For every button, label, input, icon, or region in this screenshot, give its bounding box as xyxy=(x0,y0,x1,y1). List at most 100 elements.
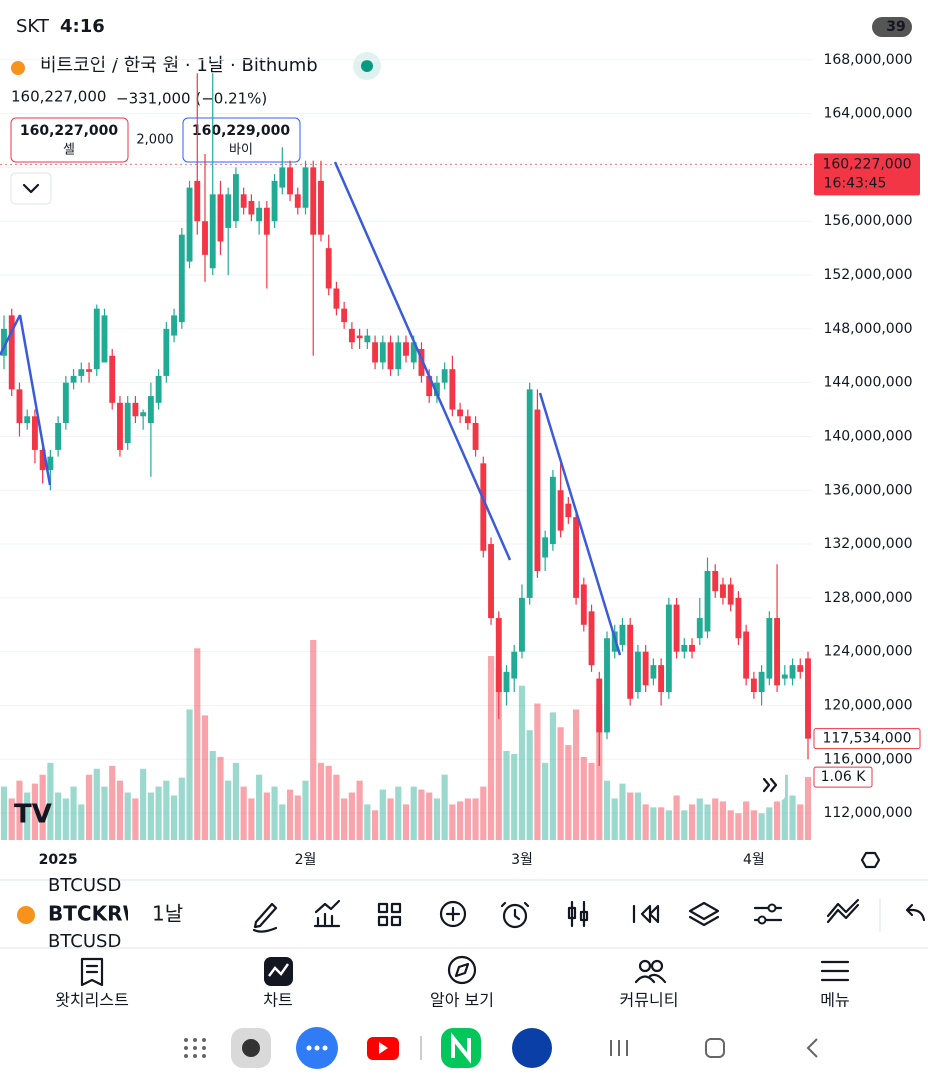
trend-line xyxy=(333,161,512,561)
candle-body xyxy=(781,674,788,679)
recents[interactable] xyxy=(610,1040,628,1056)
templates-icon[interactable] xyxy=(377,902,402,927)
candle-body xyxy=(673,604,680,652)
volume-bar xyxy=(310,640,317,840)
nav-label[interactable]: 차트 xyxy=(263,991,292,1010)
candle-body xyxy=(86,369,92,372)
volume-bar xyxy=(147,792,154,840)
apps-icon[interactable] xyxy=(184,1038,206,1058)
community-icon[interactable] xyxy=(638,959,652,973)
candle-body xyxy=(364,335,371,343)
y-tick-label: 144,000,000 xyxy=(823,375,912,391)
explore-icon[interactable] xyxy=(447,955,477,985)
volume-bar xyxy=(194,648,201,840)
replay-icon[interactable] xyxy=(632,904,660,924)
volume-bar xyxy=(596,703,603,840)
sell-label: 셀 xyxy=(63,143,75,158)
volume-bar xyxy=(472,798,479,840)
nav-label[interactable]: 메뉴 xyxy=(820,991,849,1010)
alert-icon[interactable] xyxy=(502,903,528,929)
volume-bar xyxy=(743,801,750,840)
symbol-title[interactable]: 비트코인 / 한국 원 · 1날 · Bithumb xyxy=(40,55,318,76)
draw-icon[interactable] xyxy=(252,902,278,933)
candle-body xyxy=(209,194,216,269)
y-tick-label: 152,000,000 xyxy=(823,267,912,283)
compare-icon[interactable] xyxy=(826,898,860,924)
home[interactable] xyxy=(705,1038,725,1058)
knob xyxy=(757,915,767,925)
volume-bar xyxy=(449,804,456,840)
volume-bar xyxy=(70,786,77,840)
candle-body xyxy=(565,503,572,518)
nav-label[interactable]: 왓치리스트 xyxy=(55,991,129,1010)
candle-body xyxy=(39,449,46,471)
y-tick-label: 164,000,000 xyxy=(823,106,912,122)
candle-body xyxy=(263,207,270,235)
volume-bar xyxy=(557,727,564,840)
collapse-button[interactable] xyxy=(10,172,52,205)
coin-icon xyxy=(17,906,35,924)
upbit-app[interactable] xyxy=(512,1028,552,1068)
volume-bar xyxy=(263,792,270,840)
volume-bar xyxy=(302,780,309,840)
candle-body xyxy=(526,389,533,598)
candle-body xyxy=(696,618,703,639)
candle-body xyxy=(325,248,332,289)
sell-button[interactable] xyxy=(10,117,129,163)
candle-body xyxy=(279,167,286,188)
indicator-icon[interactable] xyxy=(313,899,341,928)
candle-body xyxy=(294,194,301,208)
back[interactable] xyxy=(806,1038,818,1058)
volume-bar xyxy=(163,780,170,840)
price-change: −331,000 (−0.21%) xyxy=(116,90,267,108)
menu-icon[interactable] xyxy=(820,960,850,982)
trend-line xyxy=(538,392,622,656)
y-tick-label: 136,000,000 xyxy=(823,482,912,498)
layers-icon[interactable] xyxy=(688,901,720,927)
knob xyxy=(767,903,777,913)
x-tick-label: 3월 xyxy=(511,852,533,868)
y-tick-label: 112,000,000 xyxy=(823,805,912,821)
volume-bar xyxy=(665,810,672,840)
battery xyxy=(872,17,912,37)
chevron-icon xyxy=(22,183,40,194)
volume-bar xyxy=(457,801,464,840)
candle-body xyxy=(78,369,85,376)
volume-bar xyxy=(132,798,139,840)
volume-bar xyxy=(55,792,62,840)
candle-body xyxy=(658,665,665,693)
candle-body xyxy=(333,288,340,309)
volume-bar xyxy=(518,685,526,840)
candle-body xyxy=(495,618,502,693)
dot xyxy=(314,1045,320,1051)
watchlist-icon[interactable] xyxy=(80,957,104,987)
volume-bar xyxy=(619,783,626,840)
volume-bar xyxy=(109,765,116,840)
volume-bar xyxy=(8,798,15,840)
volume-bar xyxy=(248,798,255,840)
nav-label[interactable]: 알아 보기 xyxy=(430,991,494,1010)
volume-bar xyxy=(410,786,417,840)
settings-icon[interactable] xyxy=(860,851,881,869)
candle-body xyxy=(171,315,178,336)
volume-bar xyxy=(611,798,618,840)
chart-type-icon[interactable] xyxy=(567,900,589,928)
candle-body xyxy=(240,194,247,208)
volume-bar xyxy=(387,798,394,840)
nav-label[interactable]: 커뮤니티 xyxy=(620,991,679,1010)
volume-bar xyxy=(140,768,147,840)
candle-body xyxy=(604,638,610,733)
toolbar-interval[interactable]: 1날 xyxy=(152,902,183,926)
undo-icon[interactable] xyxy=(905,903,926,922)
add-icon[interactable] xyxy=(439,900,467,928)
price-label: 160,227,000 xyxy=(822,156,911,172)
volume-bar xyxy=(696,798,703,840)
candle-body xyxy=(681,644,688,652)
candle-body xyxy=(588,611,595,666)
candle-body xyxy=(750,678,757,693)
volume-bar xyxy=(85,774,93,840)
candle-body xyxy=(712,570,719,592)
scroll-icon xyxy=(762,777,778,793)
volume-bar xyxy=(627,792,634,840)
